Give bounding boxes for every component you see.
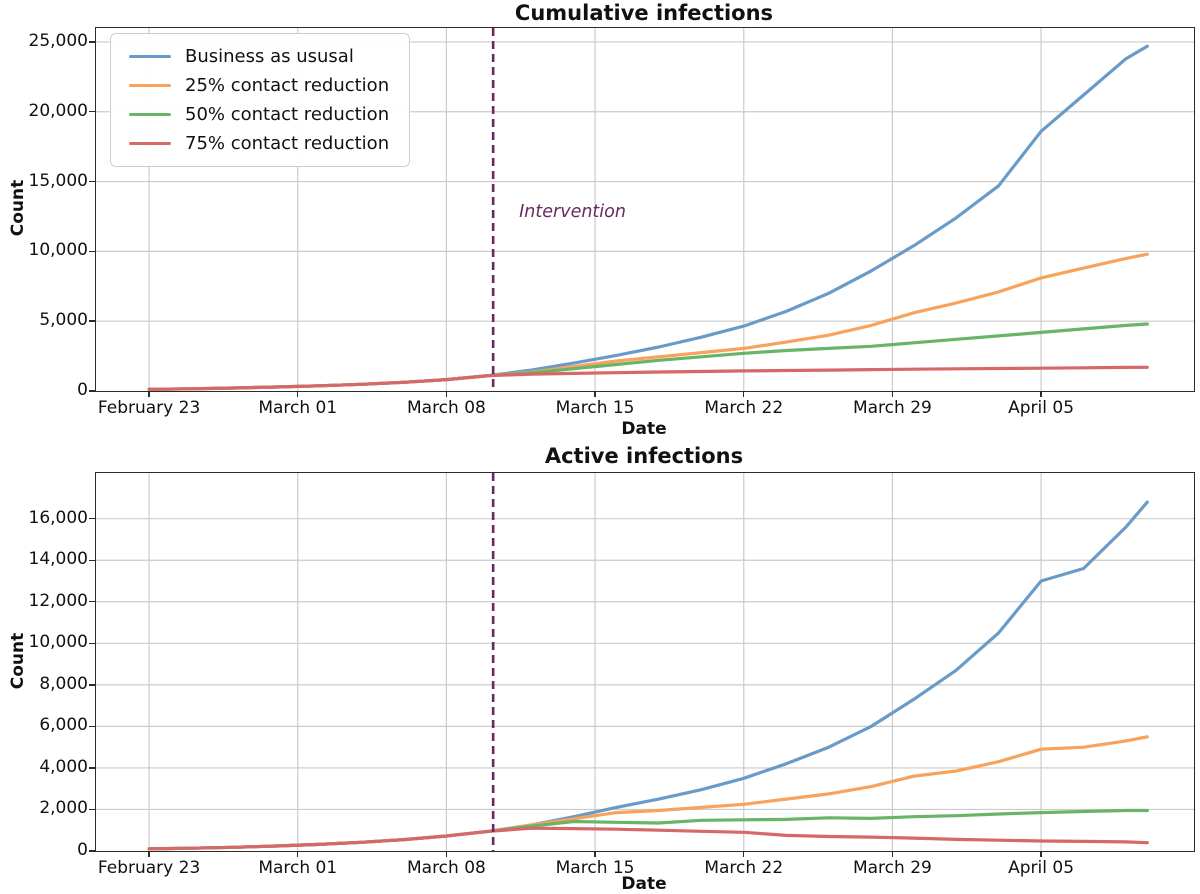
legend-item: 50% contact reduction <box>121 100 399 129</box>
x-axis-label: Date <box>621 874 667 894</box>
legend-line-swatch <box>129 112 171 117</box>
x-tick-label: March 22 <box>704 398 784 418</box>
y-tick-label: 15,000 <box>28 170 88 191</box>
intervention-label: Intervention <box>519 202 626 222</box>
y-tickmark <box>88 320 95 322</box>
legend-line-swatch <box>129 141 171 146</box>
y-tickmark <box>88 684 95 686</box>
x-tick-label: March 29 <box>852 858 932 878</box>
x-tickmark <box>445 391 448 397</box>
plot-area: Intervention February 23 March 01 March 08… <box>29 27 1195 418</box>
legend-item: Business as ususal <box>121 42 399 71</box>
x-tickmark <box>297 391 299 397</box>
y-tick-label: 8,000 <box>39 673 88 694</box>
legend-label: 75% contact reduction <box>185 133 390 154</box>
y-tick-label: 25,000 <box>28 30 88 51</box>
x-tickmark <box>148 391 150 397</box>
series-line-business-as-ususal <box>147 500 1149 851</box>
y-tick-label: 0 <box>77 840 88 860</box>
series-line-25-contact-reduction <box>147 735 1149 851</box>
y-tick-label: 6,000 <box>39 715 88 736</box>
y-tickmark <box>88 250 95 253</box>
x-tickmark <box>743 851 745 857</box>
y-tickmark <box>88 601 95 603</box>
plot-canvas <box>96 473 1194 851</box>
x-tick-label: April 05 <box>1008 858 1075 878</box>
legend-label: 25% contact reduction <box>185 75 390 96</box>
x-tickmark <box>594 391 596 397</box>
y-tickmark <box>88 559 95 561</box>
chart-title: Active infections <box>544 444 744 468</box>
y-tick-label: 0 <box>77 380 88 400</box>
x-tick-label: March 01 <box>258 858 338 878</box>
legend-line-swatch <box>129 83 171 88</box>
x-tick-label: March 15 <box>555 858 635 878</box>
y-tickmark <box>88 41 95 43</box>
y-axis-label: Count <box>8 179 28 237</box>
x-tickmark <box>297 851 299 857</box>
x-tickmark <box>743 391 745 397</box>
x-tick-label: March 08 <box>406 398 486 418</box>
y-tick-label: 20,000 <box>28 100 88 121</box>
y-tickmark <box>88 767 95 769</box>
x-tickmark <box>148 851 150 857</box>
x-tick-label: March 15 <box>555 398 635 418</box>
y-tick-label: 4,000 <box>39 756 88 777</box>
x-tick-label: February 23 <box>97 858 201 878</box>
y-tickmark <box>88 390 95 392</box>
y-tick-label: 14,000 <box>28 549 88 570</box>
y-tick-label: 12,000 <box>28 590 88 611</box>
y-tick-label: 10,000 <box>28 240 88 261</box>
y-tickmark <box>88 850 95 852</box>
y-tickmark <box>88 725 95 728</box>
y-tick-label: 16,000 <box>28 507 88 528</box>
chart-title: Cumulative infections <box>514 1 774 25</box>
legend-line-swatch <box>129 54 171 59</box>
y-tick-label: 10,000 <box>28 632 88 653</box>
y-tickmark <box>88 517 95 520</box>
y-tickmark <box>88 111 95 113</box>
x-tick-label: March 29 <box>852 398 932 418</box>
legend-item: 25% contact reduction <box>121 71 399 100</box>
x-tick-label: February 23 <box>97 398 201 418</box>
y-tick-label: 5,000 <box>39 310 88 331</box>
legend-item: 75% contact reduction <box>121 129 399 158</box>
x-axis-label: Date <box>621 419 667 439</box>
series-line-75-contact-reduction <box>147 826 1149 851</box>
y-tickmark <box>88 808 95 811</box>
legend: Business as ususal 25% contact reduction 5… <box>110 33 410 167</box>
y-tickmark <box>88 180 95 183</box>
x-tickmark <box>891 851 894 857</box>
plot-area: February 23 March 01 March 08 March 15 March… <box>29 472 1195 878</box>
series-line-75-contact-reduction <box>147 365 1149 391</box>
y-tickmark <box>88 642 95 644</box>
x-tick-label: March 08 <box>406 858 486 878</box>
x-tick-label: April 05 <box>1008 398 1075 418</box>
legend-label: 50% contact reduction <box>185 104 390 125</box>
x-tickmark <box>891 391 894 397</box>
x-tickmark <box>594 851 596 857</box>
legend-label: Business as ususal <box>185 46 354 67</box>
x-tickmark <box>1040 851 1042 857</box>
x-tick-label: March 01 <box>258 398 338 418</box>
x-tickmark <box>1040 391 1042 397</box>
x-tickmark <box>445 851 448 857</box>
y-tick-label: 2,000 <box>39 798 88 819</box>
x-tick-label: March 22 <box>704 858 784 878</box>
